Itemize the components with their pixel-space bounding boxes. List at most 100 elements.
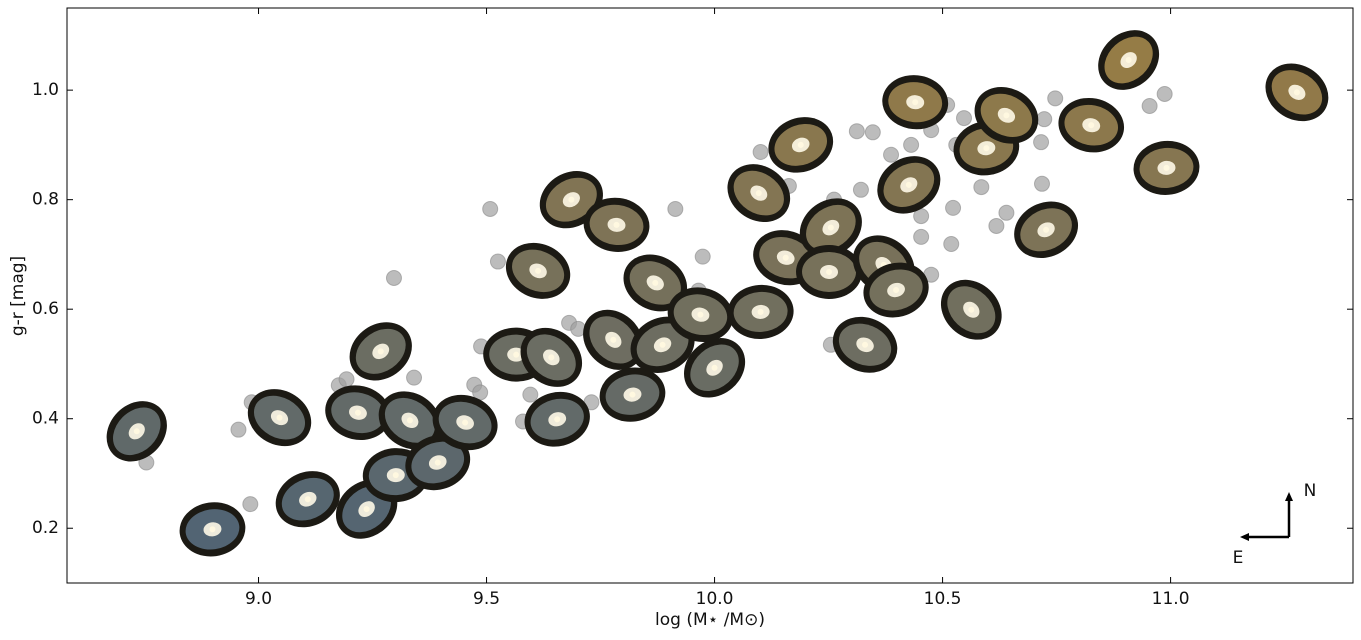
galaxy-image	[275, 471, 340, 528]
point	[852, 181, 869, 198]
galaxy-image	[378, 391, 442, 450]
galaxy-image	[583, 197, 650, 252]
compass-north-head	[1285, 492, 1293, 501]
galaxy-nucleus	[513, 351, 520, 358]
x-tick-label: 11.0	[1152, 589, 1190, 609]
point	[903, 136, 920, 153]
galaxy-nucleus	[610, 336, 617, 343]
point	[482, 200, 499, 217]
point	[956, 110, 973, 127]
galaxy-image	[179, 502, 246, 557]
galaxy-image	[877, 156, 941, 214]
galaxy-nucleus	[462, 419, 469, 426]
point	[406, 369, 423, 386]
galaxy-nucleus	[392, 472, 399, 479]
point	[998, 204, 1015, 221]
galaxy-image	[768, 117, 834, 173]
point	[385, 269, 402, 286]
galaxy-image	[1098, 30, 1160, 90]
galaxy-nucleus	[613, 221, 620, 228]
galaxy-nucleus	[1125, 57, 1132, 64]
galaxy-image	[727, 164, 791, 223]
galaxy-nucleus	[912, 99, 919, 106]
y-axis-label: g-r [mag]	[8, 256, 28, 336]
galaxy-image	[524, 391, 590, 447]
galaxy-image	[520, 327, 583, 387]
x-tick-label: 10.5	[924, 589, 962, 609]
galaxy-image	[247, 389, 312, 447]
galaxy-image	[882, 75, 949, 130]
galaxy-image	[974, 86, 1039, 144]
point	[1036, 111, 1053, 128]
galaxy-nucleus	[1043, 226, 1050, 233]
galaxy-nucleus	[554, 416, 561, 423]
y-tick-label: 0.6	[32, 299, 59, 319]
galaxy-nucleus	[363, 506, 370, 513]
galaxy-nucleus	[629, 391, 636, 398]
point	[489, 253, 506, 270]
galaxy-nucleus	[406, 417, 413, 424]
galaxy-image	[623, 254, 688, 312]
galaxy-nucleus	[755, 190, 762, 197]
galaxy-image	[539, 171, 603, 229]
galaxy-nucleus	[968, 306, 975, 313]
galaxy-nucleus	[797, 141, 804, 148]
point	[1033, 134, 1050, 151]
x-tick-label: 9.5	[473, 589, 500, 609]
galaxy-image	[1265, 63, 1329, 122]
galaxy-image	[940, 279, 1002, 340]
galaxy-image	[432, 394, 498, 451]
galaxy-nucleus	[893, 287, 900, 294]
point	[242, 496, 259, 513]
galaxy-image	[1058, 97, 1125, 153]
galaxy-nucleus	[276, 414, 283, 421]
galaxy-nucleus	[827, 224, 834, 231]
galaxy-nucleus	[711, 364, 718, 371]
galaxy-image	[583, 309, 644, 370]
point	[667, 200, 684, 217]
galaxy-image	[505, 242, 571, 299]
x-tick-label: 10.0	[696, 589, 734, 609]
x-axis-label: log (M⋆ /M⊙)	[655, 610, 765, 630]
galaxy-nucleus	[697, 311, 704, 318]
galaxy-nucleus	[354, 409, 361, 416]
point	[752, 144, 769, 161]
galaxy-nucleus	[1163, 164, 1170, 171]
point	[913, 228, 930, 245]
point	[522, 386, 539, 403]
point	[883, 146, 900, 163]
point	[1156, 85, 1173, 102]
galaxy-nucleus	[652, 279, 659, 286]
point	[988, 217, 1005, 234]
galaxy-image	[683, 338, 746, 398]
galaxy-image	[863, 262, 929, 318]
point	[973, 179, 990, 196]
galaxy-image	[727, 284, 794, 339]
galaxy-nucleus	[304, 496, 311, 503]
galaxy-nucleus	[1088, 122, 1095, 129]
y-tick-label: 0.8	[32, 190, 59, 210]
y-tick-label: 0.2	[32, 518, 59, 538]
compass-label: E	[1233, 548, 1244, 568]
galaxy-nucleus	[535, 267, 542, 274]
galaxy-image	[799, 198, 862, 257]
galaxy-nucleus	[862, 341, 869, 348]
compass-east-head	[1240, 533, 1249, 541]
galaxy-nucleus	[905, 181, 912, 188]
galaxy-nucleus	[1003, 112, 1010, 119]
galaxy-image	[667, 287, 734, 342]
point	[848, 123, 865, 140]
y-tick-label: 1.0	[32, 80, 59, 100]
galaxy-nucleus	[659, 341, 666, 348]
galaxy-nucleus	[434, 459, 441, 466]
point	[864, 124, 881, 141]
galaxy-image	[1014, 201, 1079, 259]
galaxy-nucleus	[1293, 89, 1300, 96]
galaxy-image	[349, 322, 412, 381]
x-tick-label: 9.0	[245, 589, 272, 609]
galaxy-nucleus	[377, 348, 384, 355]
point	[1141, 98, 1158, 115]
point	[943, 236, 960, 253]
galaxy-image	[832, 316, 898, 373]
galaxy-nucleus	[826, 268, 833, 275]
